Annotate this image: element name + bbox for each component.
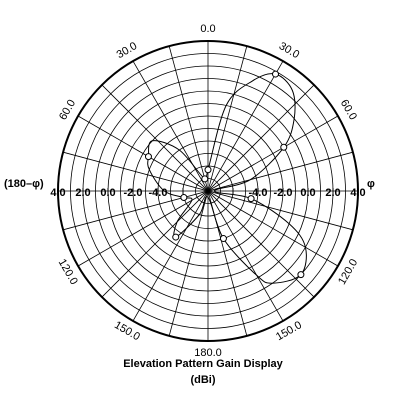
pattern-point-marker: [204, 166, 212, 174]
pattern-point-marker: [219, 235, 227, 243]
pattern-point-marker: [297, 271, 305, 279]
pattern-curve: [147, 73, 307, 284]
gain-tick-label: 0.0: [300, 187, 315, 199]
right-axis-label: φ: [367, 178, 375, 190]
chart-title: Elevation Pattern Gain Display: [123, 358, 283, 370]
gain-tick-label: 0.0: [100, 187, 115, 199]
left-axis-label: (180–φ): [4, 178, 44, 190]
chart-subtitle: (dBi): [190, 374, 216, 386]
pattern-point-marker: [144, 153, 152, 161]
grid-spoke: [168, 46, 248, 336]
pattern-point-marker: [247, 195, 255, 203]
angle-label: 30.0: [115, 40, 140, 61]
angle-label: 30.0: [277, 40, 302, 61]
gain-tick-label: -2.0: [124, 187, 143, 199]
pattern-point-marker: [172, 233, 180, 241]
angle-label: 0.0: [200, 23, 215, 35]
polar-grid: [57, 40, 359, 342]
angle-label: 60.0: [57, 98, 78, 123]
pattern-series: [144, 70, 307, 284]
gain-tick-label: -2.0: [274, 187, 293, 199]
pattern-point-marker: [201, 175, 209, 183]
pattern-point-marker: [180, 193, 188, 201]
gain-tick-label: 4.0: [350, 187, 365, 199]
angle-label: 60.0: [338, 98, 359, 123]
pattern-point-marker: [280, 143, 288, 151]
pattern-point-marker: [272, 70, 279, 78]
gain-tick-label: -4.0: [149, 187, 168, 199]
gain-tick-label: 2.0: [325, 187, 340, 199]
gain-tick-label: 4.0: [50, 187, 65, 199]
angle-label: 180.0: [194, 347, 222, 359]
gain-tick-label: 2.0: [75, 187, 90, 199]
